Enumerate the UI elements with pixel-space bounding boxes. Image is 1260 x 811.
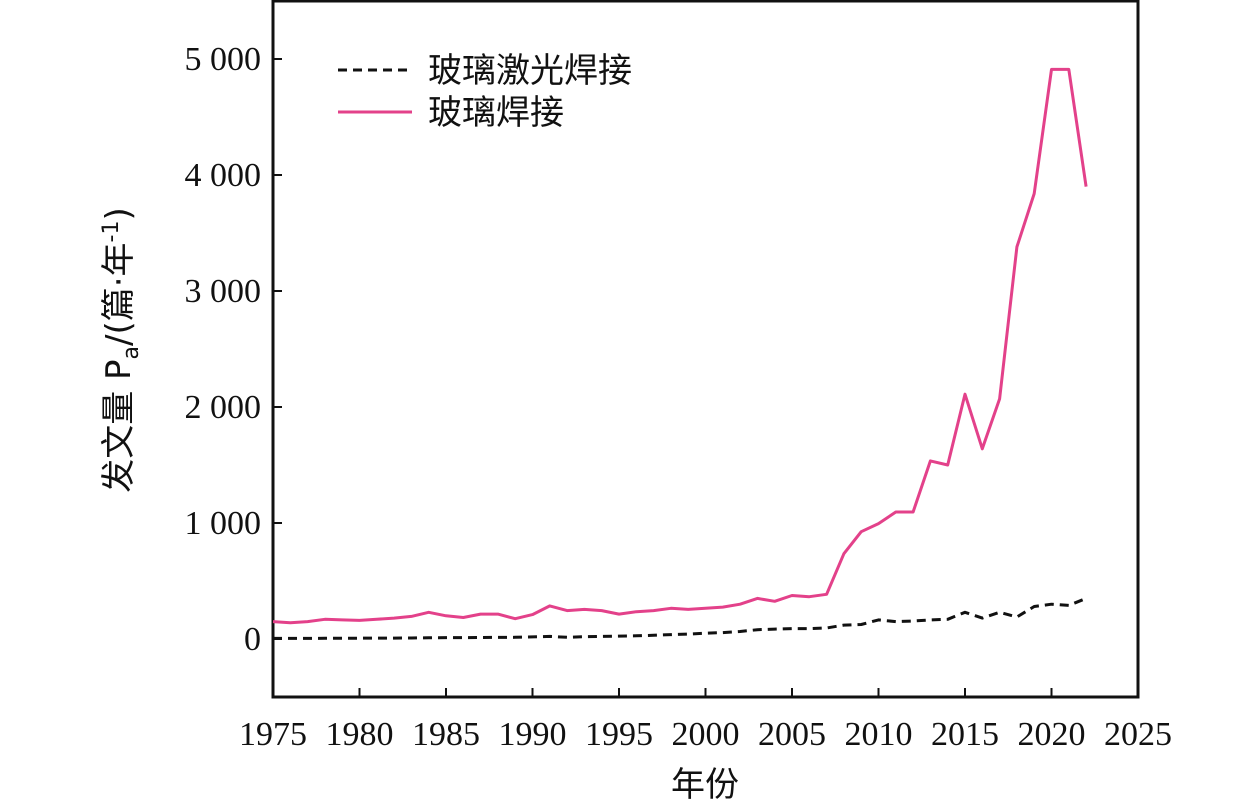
x-tick-label: 1980 — [326, 716, 394, 753]
y-tick-label: 4 000 — [185, 157, 262, 194]
y-axis-label-sup: -1 — [99, 221, 124, 243]
x-axis-label: 年份 — [671, 765, 739, 805]
y-tick-label: 3 000 — [185, 273, 262, 310]
x-tick-label: 1975 — [239, 716, 307, 753]
y-axis-label-main: 发文量 P — [99, 359, 139, 492]
x-tick-label: 2005 — [758, 716, 826, 753]
y-axis-label-close: ) — [99, 207, 139, 220]
y-axis-label-unit: /(篇·年 — [99, 242, 139, 346]
x-tick-label: 2000 — [672, 716, 740, 753]
plot-frame — [271, 0, 1140, 699]
y-axis-label-sub: a — [119, 346, 144, 359]
y-tick-label: 5 000 — [185, 41, 262, 78]
x-tick-label: 2020 — [1018, 716, 1086, 753]
legend-label-laser: 玻璃激光焊接 — [428, 51, 632, 91]
x-tick-label: 2010 — [845, 716, 913, 753]
y-axis-label: 发文量 Pa/(篇·年-1) — [99, 207, 144, 493]
legend-label-welding: 玻璃焊接 — [428, 93, 564, 133]
x-tick-label: 1995 — [585, 716, 653, 753]
series-line-1 — [272, 67, 1088, 625]
legend: 玻璃激光焊接 玻璃焊接 — [338, 51, 632, 133]
y-tick-label: 1 000 — [185, 505, 262, 542]
x-tick-label: 1990 — [499, 716, 567, 753]
y-tick-label: 0 — [244, 621, 261, 658]
x-tick-label: 2025 — [1104, 716, 1172, 753]
series-line-0 — [273, 597, 1087, 640]
x-tick-label: 1985 — [412, 716, 480, 753]
x-tick-label: 2015 — [931, 716, 999, 753]
y-tick-label: 2 000 — [185, 389, 262, 426]
